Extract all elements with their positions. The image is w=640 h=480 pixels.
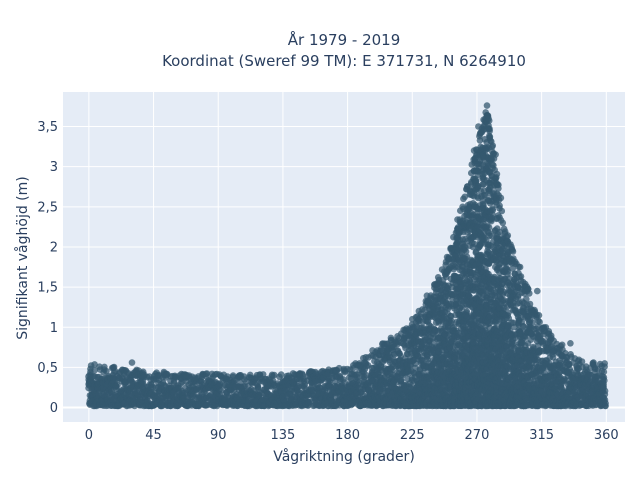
chart-title-line-1: År 1979 - 2019 bbox=[288, 30, 401, 49]
scatter-point bbox=[504, 232, 512, 239]
scatter-point bbox=[91, 361, 98, 368]
scatter-point bbox=[271, 371, 278, 379]
scatter-point bbox=[493, 170, 501, 178]
scatter-point bbox=[424, 356, 431, 363]
scatter-point bbox=[489, 206, 497, 214]
scatter-points bbox=[85, 102, 609, 410]
scatter-point bbox=[189, 393, 197, 400]
scatter-point bbox=[489, 142, 497, 149]
scatter-point bbox=[277, 371, 285, 378]
scatter-point bbox=[158, 402, 166, 410]
scatter-point bbox=[498, 207, 506, 215]
scatter-point bbox=[485, 125, 492, 132]
scatter-point bbox=[391, 357, 398, 364]
scatter-point bbox=[397, 376, 405, 384]
scatter-point bbox=[497, 194, 505, 202]
scatter-point bbox=[103, 367, 110, 375]
scatter-point bbox=[217, 387, 225, 394]
scatter-point bbox=[198, 378, 205, 385]
scatter-point bbox=[499, 219, 507, 227]
scatter-point bbox=[91, 366, 98, 374]
scatter-point bbox=[495, 185, 502, 192]
chart-title-line-2: Koordinat (Sweref 99 TM): E 371731, N 62… bbox=[162, 52, 526, 70]
scatter-point bbox=[203, 370, 211, 377]
